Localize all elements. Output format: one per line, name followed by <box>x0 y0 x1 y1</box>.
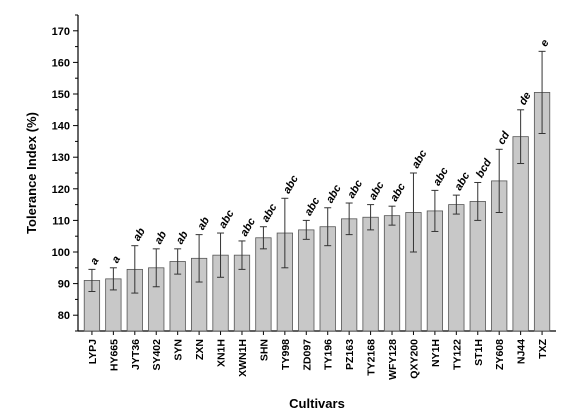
significance-label-TY998: abc <box>281 173 301 195</box>
x-axis <box>78 330 556 335</box>
y-tick-label: 170 <box>52 26 70 38</box>
category-label-HY665: HY665 <box>108 339 120 371</box>
category-label-TY122: TY122 <box>451 339 463 370</box>
bar-TY122 <box>448 204 465 332</box>
y-tick-label: 150 <box>52 89 70 101</box>
category-label-TY2168: TY2168 <box>366 339 378 376</box>
category-label-JYT36: JYT36 <box>130 339 142 370</box>
category-label-ZD097: ZD097 <box>301 339 313 371</box>
y-tick-label: 130 <box>52 152 70 164</box>
error-bars <box>88 50 546 294</box>
bar-SHN <box>255 237 272 332</box>
y-axis-title: Tolerance Index (%) <box>24 112 39 234</box>
y-tick-label: 90 <box>58 279 70 291</box>
category-label-XWN1H: XWN1H <box>237 339 249 377</box>
significance-label-XWN1H: abc <box>238 216 258 238</box>
category-label-NJ44: NJ44 <box>516 339 528 364</box>
bar-PZ163 <box>341 218 358 332</box>
y-tick-label: 110 <box>52 215 70 227</box>
bars <box>83 92 551 332</box>
significance-label-TXZ: e <box>538 38 551 49</box>
y-axis: 80 90 100 110 120 130 140 150 160 170 <box>52 14 79 332</box>
bar-ZD097 <box>298 229 315 332</box>
y-tick-label: 140 <box>52 121 70 133</box>
category-label-TXZ: TXZ <box>537 338 549 358</box>
y-tick-label: 100 <box>52 247 70 259</box>
category-label-LYPJ: LYPJ <box>87 339 99 364</box>
significance-label-NY1H: abc <box>431 165 451 187</box>
significance-label-TY122: abc <box>453 170 473 192</box>
category-label-NY1H: NY1H <box>430 339 442 367</box>
category-label-WFY128: WFY128 <box>387 339 399 380</box>
significance-label-ZXN: ab <box>195 215 212 232</box>
category-label-SY402: SY402 <box>151 339 163 371</box>
significance-label-ZD097: abc <box>302 195 322 217</box>
significance-label-TY2168: abc <box>367 180 387 202</box>
x-axis-title: Cultivars <box>289 396 345 411</box>
significance-label-NJ44: de <box>517 90 534 107</box>
significance-label-SY402: ab <box>152 229 169 246</box>
y-tick-label: 120 <box>52 184 70 196</box>
y-tick-label: 160 <box>52 57 70 69</box>
category-label-TY998: TY998 <box>280 339 292 370</box>
bar-TY2168 <box>362 216 379 332</box>
category-label-ZXN: ZXN <box>194 339 206 360</box>
category-labels: LYPJ HY665 JYT36 SY402 SYN ZXN XN1H XWN1H SHN TY9… <box>87 338 549 379</box>
significance-label-SHN: abc <box>260 202 280 224</box>
category-label-ZY608: ZY608 <box>494 339 506 370</box>
significance-label-PZ163: abc <box>345 178 365 200</box>
bar-NJ44 <box>512 136 529 332</box>
significance-label-WFY128: abc <box>388 181 408 203</box>
significance-label-XN1H: abc <box>217 208 237 230</box>
category-label-SYN: SYN <box>173 339 185 361</box>
category-label-TY196: TY196 <box>323 339 335 370</box>
significance-label-HY665: a <box>110 254 123 265</box>
significance-label-SYN: ab <box>174 229 191 246</box>
category-label-XN1H: XN1H <box>216 339 228 367</box>
significance-label-ST1H: bcd <box>474 157 494 180</box>
category-label-ST1H: ST1H <box>473 339 485 366</box>
category-label-SHN: SHN <box>258 339 270 361</box>
y-tick-label: 80 <box>58 310 70 322</box>
category-label-PZ163: PZ163 <box>344 339 356 370</box>
bar-WFY128 <box>383 215 401 332</box>
category-label-QXY200: QXY200 <box>408 339 420 379</box>
significance-label-ZY608: cd <box>495 129 512 146</box>
significance-label-TY196: abc <box>324 183 344 205</box>
significance-label-JYT36: ab <box>131 226 148 243</box>
significance-label-LYPJ: a <box>88 256 101 267</box>
significance-label-QXY200: abc <box>410 148 430 170</box>
